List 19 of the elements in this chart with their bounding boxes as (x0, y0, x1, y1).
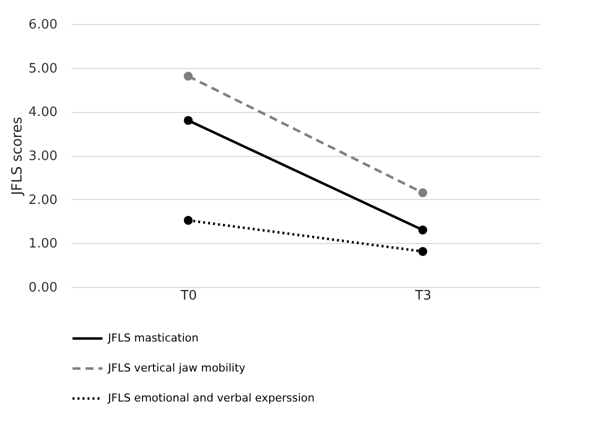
y-tick-label: 1.00 (28, 236, 58, 252)
y-tick-label: 0.00 (28, 280, 58, 296)
legend-label: JFLS emotional and verbal experssion (107, 392, 315, 404)
point (418, 226, 428, 234)
point (184, 116, 193, 125)
legend-label: JFLS vertical jaw mobility (107, 362, 246, 374)
point (418, 188, 428, 198)
legend-label: JFLS mastication (107, 332, 199, 344)
x-tick-label: T3 (414, 288, 432, 304)
point (418, 247, 428, 256)
y-tick-label: 4.00 (28, 105, 58, 120)
y-tick-label: 6.00 (28, 18, 58, 32)
x-tick-label: T0 (180, 288, 197, 304)
y-tick-label: 2.00 (28, 192, 58, 208)
y-tick-label: 3.00 (28, 149, 58, 164)
y-tick-label: 5.00 (28, 61, 58, 76)
y-axis-title: JFLS scores (10, 116, 26, 196)
point (184, 72, 193, 81)
point (184, 216, 193, 225)
